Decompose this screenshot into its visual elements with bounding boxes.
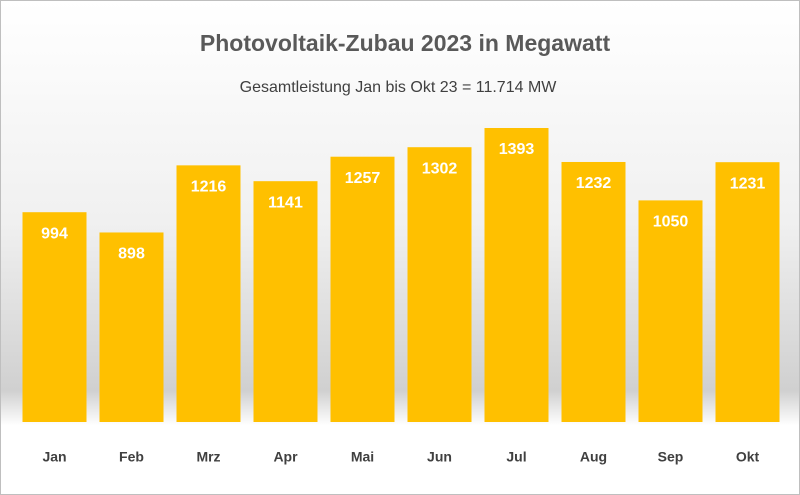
x-tick-label: Jul — [506, 449, 526, 465]
x-tick-label: Sep — [658, 449, 684, 465]
x-tick-label: Okt — [736, 449, 760, 465]
bar — [176, 165, 241, 422]
x-tick-label: Feb — [119, 449, 144, 465]
bar — [484, 128, 549, 422]
x-tick-label: Mai — [351, 449, 374, 465]
bar — [638, 200, 703, 422]
value-label: 1141 — [268, 194, 303, 211]
chart-subtitle: Gesamtleistung Jan bis Okt 23 = 11.714 M… — [240, 79, 558, 96]
bar — [99, 232, 164, 422]
x-tick-label: Aug — [580, 449, 607, 465]
x-tick-label: Jan — [42, 449, 66, 465]
bar — [253, 181, 318, 422]
value-label: 1393 — [499, 141, 535, 158]
x-tick-label: Apr — [273, 449, 298, 465]
chart-title: Photovoltaik-Zubau 2023 in Megawatt — [200, 30, 611, 56]
value-label: 1231 — [730, 175, 766, 192]
value-label: 1050 — [653, 214, 689, 231]
x-tick-label: Mrz — [196, 449, 220, 465]
bar — [22, 212, 87, 422]
value-label: 1232 — [576, 175, 612, 192]
value-label: 1302 — [422, 160, 458, 177]
bar — [561, 161, 626, 422]
value-label: 898 — [118, 246, 145, 263]
value-label: 1257 — [345, 170, 381, 187]
bar — [715, 162, 780, 422]
value-label: 994 — [41, 225, 68, 242]
x-tick-label: Jun — [427, 449, 452, 465]
value-label: 1216 — [191, 179, 227, 196]
bar — [330, 156, 395, 422]
bar — [407, 147, 472, 422]
